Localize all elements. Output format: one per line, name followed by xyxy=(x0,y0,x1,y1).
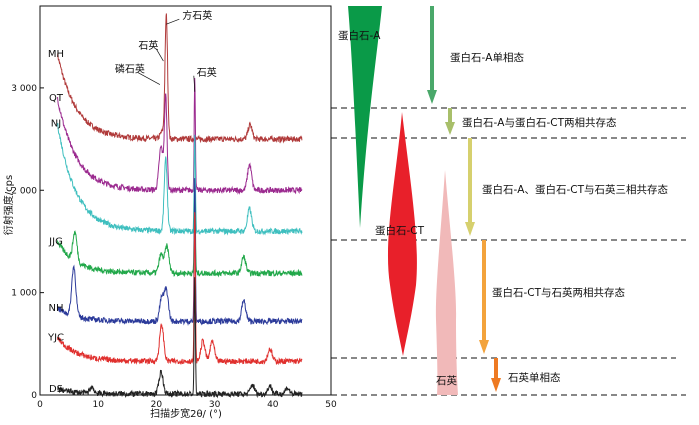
series-label-nh: NH xyxy=(49,303,64,314)
opal-ct-label: 蛋白石-CT xyxy=(375,224,425,237)
opal-ct-phase-shape xyxy=(387,112,417,356)
x-tick-label: 10 xyxy=(92,400,104,410)
series-line-qt xyxy=(57,77,303,195)
peak-annotation: 方石英 xyxy=(182,9,212,22)
x-tick-label: 40 xyxy=(267,400,279,410)
series-line-mh xyxy=(57,13,303,144)
y-tick-label: 0 xyxy=(31,391,37,401)
stage-label-three-phase: 蛋白石-A、蛋白石-CT与石英三相共存态 xyxy=(482,183,669,196)
annotation-leader xyxy=(193,75,196,92)
stage-arrow-head xyxy=(465,222,475,236)
stage-arrows xyxy=(427,6,501,392)
stage-label-opal-a: 蛋白石-A单相态 xyxy=(450,51,524,64)
opal-a-phase-shape xyxy=(348,6,382,228)
stage-arrow-head xyxy=(445,122,455,135)
peak-annotation: 石英 xyxy=(138,39,158,52)
peak-annotation: 磷石英 xyxy=(115,63,145,76)
series-label-nj: NJ xyxy=(51,119,61,130)
quartz-phase-shape xyxy=(435,170,458,395)
stage-label-quartz: 石英单相态 xyxy=(508,371,561,384)
x-tick-label: 50 xyxy=(325,400,337,410)
x-tick-label: 0 xyxy=(37,400,43,410)
stage-boundaries xyxy=(331,107,686,396)
y-tick-label: 1 000 xyxy=(11,289,37,299)
stage-arrow-head xyxy=(491,378,501,392)
y-tick-label: 3 000 xyxy=(11,84,37,94)
x-tick-label: 20 xyxy=(151,400,163,410)
y-axis: 0 1 000 2 000 3 000 xyxy=(11,84,44,401)
y-tick-label: 2 000 xyxy=(11,186,37,196)
series-label-ds: DS xyxy=(49,384,63,395)
x-tick-label: 30 xyxy=(209,400,221,410)
series-label-mh: MH xyxy=(48,49,64,60)
plot-frame xyxy=(39,5,332,396)
series-line-jjg xyxy=(57,187,303,278)
series-line-yjc xyxy=(57,212,303,366)
annotation-leader xyxy=(156,48,164,62)
x-axis-label: 扫描步宽2θ/ (°) xyxy=(150,407,222,420)
series-line-ds xyxy=(57,277,303,399)
series-label-qt: QT xyxy=(49,93,64,104)
peak-annotation: 石英 xyxy=(197,66,217,79)
annotation-leader xyxy=(137,72,161,85)
annotation-leader xyxy=(166,18,180,25)
stage-arrow-head xyxy=(479,340,489,354)
opal-a-label: 蛋白石-A xyxy=(338,29,381,42)
xrd-patterns: MH QT NJ JJG NH YJC DS xyxy=(47,13,303,399)
series-line-nj xyxy=(57,122,303,236)
series-label-yjc: YJC xyxy=(47,333,64,344)
stage-label-ct-quartz: 蛋白石-CT与石英两相共存态 xyxy=(492,286,626,299)
stage-label-a-ct: 蛋白石-A与蛋白石-CT两相共存态 xyxy=(462,116,617,129)
y-axis-label: 衍射强度/cps xyxy=(2,175,15,235)
stage-arrow-head xyxy=(427,90,437,104)
series-line-nh xyxy=(57,178,303,326)
series-label-jjg: JJG xyxy=(48,236,63,247)
quartz-label: 石英 xyxy=(436,374,457,387)
